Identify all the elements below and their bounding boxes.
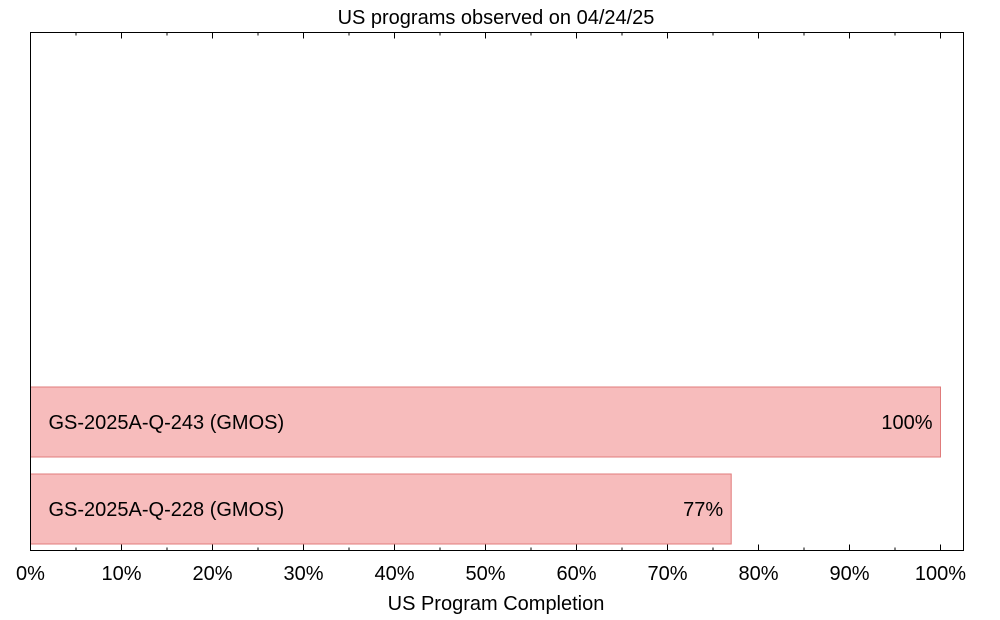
bar-category-label: GS-2025A-Q-243 (GMOS) <box>49 412 285 434</box>
x-tick-label: 20% <box>192 563 232 585</box>
bars-layer: GS-2025A-Q-243 (GMOS) 100% GS-2025A-Q-228 … <box>30 386 941 545</box>
x-tick-label: 90% <box>829 563 869 585</box>
x-tick-label: 10% <box>101 563 141 585</box>
x-tick-label: 60% <box>556 563 596 585</box>
x-tick-label: 40% <box>374 563 414 585</box>
x-tick-label: 70% <box>647 563 687 585</box>
bar-category-label: GS-2025A-Q-228 (GMOS) <box>49 499 285 521</box>
plot-frame <box>30 32 964 551</box>
x-axis-label: US Program Completion <box>388 593 605 615</box>
x-tick-label: 80% <box>738 563 778 585</box>
chart-title: US programs observed on 04/24/25 <box>338 7 655 29</box>
x-axis: 0% 10% 20% 30% 40% 50% 60% 70% 80% 90% 100% <box>16 32 966 585</box>
x-tick-label: 30% <box>283 563 323 585</box>
x-tick-label: 0% <box>16 563 45 585</box>
bar <box>30 386 941 458</box>
x-tick-label: 50% <box>465 563 505 585</box>
bar-value-label: 77% <box>683 499 723 521</box>
bar-value-label: 100% <box>881 412 932 434</box>
bar <box>30 473 732 545</box>
x-tick-label: 100% <box>915 563 966 585</box>
